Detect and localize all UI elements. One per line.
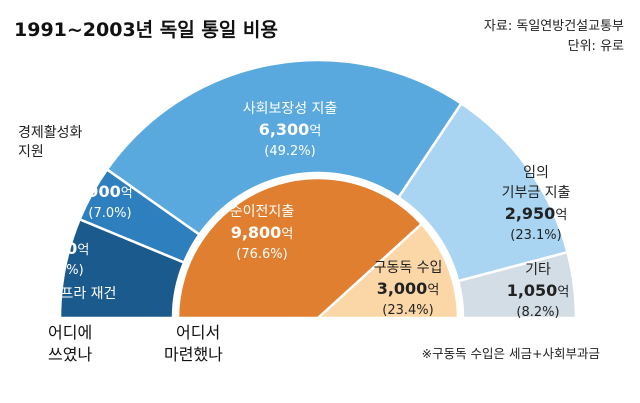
value-transfer: 9,800억 xyxy=(231,223,294,242)
label-economy-1: 지원 xyxy=(18,144,44,160)
value-unit-other: 억 xyxy=(557,285,569,300)
value-unit-eastgerman: 억 xyxy=(427,283,439,298)
pct-transfer: (76.6%) xyxy=(236,247,287,262)
pct-economy: (7.0%) xyxy=(88,206,131,221)
value-unit-social: 억 xyxy=(309,124,321,139)
value-eastgerman: 3,000억 xyxy=(377,279,440,298)
value-number-private: 2,950 xyxy=(505,204,556,223)
pct-social: (49.2%) xyxy=(264,144,315,159)
label-economy-0: 경제활성화 xyxy=(18,125,83,141)
slice-transfer xyxy=(176,176,424,320)
value-other: 1,050억 xyxy=(507,281,570,300)
label-other-0: 기타 xyxy=(525,262,551,278)
value-social: 6,300억 xyxy=(259,120,322,139)
footnote: ※구동독 수입은 세금+사회부과금 xyxy=(422,346,600,361)
slice-other xyxy=(456,250,578,320)
label-infra: 인프라 재건 xyxy=(48,286,117,302)
unit-text: 단위: 유로 xyxy=(568,39,624,54)
value-number-infra: 1,600 xyxy=(27,239,78,258)
funding-ring xyxy=(176,176,460,320)
slice-labels: 1,600억(12.5%)인프라 재건경제활성화지원900억(7.0%)사회보장… xyxy=(18,101,571,320)
funding-caption-line-1: 어디서 xyxy=(176,323,220,342)
value-number-transfer: 9,800 xyxy=(231,223,282,242)
value-number-economy: 900 xyxy=(87,182,120,201)
label-social-0: 사회보장성 지출 xyxy=(243,101,338,117)
label-eastgerman-0: 구동독 수입 xyxy=(374,260,443,276)
slice-eastgerman xyxy=(314,222,460,320)
slice-social xyxy=(105,58,464,237)
value-number-other: 1,050 xyxy=(507,281,558,300)
pct-other: (8.2%) xyxy=(516,305,559,320)
value-economy: 900억 xyxy=(87,182,132,201)
chart-title: 1991~2003년 독일 통일 비용 xyxy=(14,19,278,41)
value-infra: 1,600억 xyxy=(27,239,90,258)
label-private-1: 기부금 지출 xyxy=(502,185,571,201)
spending-caption-line-2: 쓰였나 xyxy=(48,345,92,364)
pct-eastgerman: (23.4%) xyxy=(382,303,433,318)
source-text: 자료: 독일연방건설교통부 xyxy=(484,19,624,34)
value-private: 2,950억 xyxy=(505,204,568,223)
value-number-social: 6,300 xyxy=(259,120,310,139)
value-number-eastgerman: 3,000 xyxy=(377,279,428,298)
pct-private: (23.1%) xyxy=(510,228,561,243)
funding-caption-line-2: 마련했나 xyxy=(164,345,223,364)
value-unit-transfer: 억 xyxy=(281,227,293,242)
value-unit-economy: 억 xyxy=(121,186,133,201)
label-transfer-0: 순이전지출 xyxy=(230,204,295,220)
pct-infra: (12.5%) xyxy=(32,263,83,278)
value-unit-private: 억 xyxy=(555,208,567,223)
spending-caption-line-1: 어디에 xyxy=(48,323,92,342)
label-private-0: 임의 xyxy=(523,165,549,181)
spending-ring xyxy=(58,58,578,320)
value-unit-infra: 억 xyxy=(77,243,89,258)
